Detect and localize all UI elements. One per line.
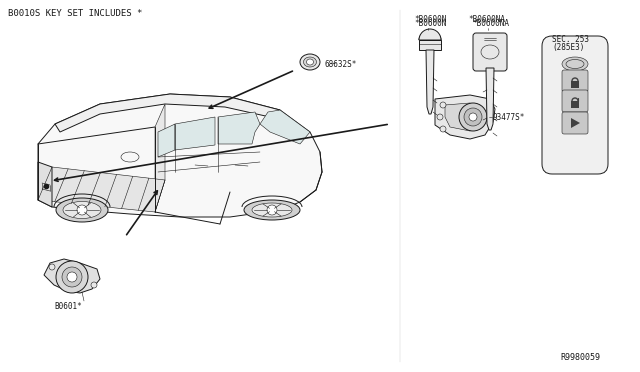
Text: 93477S*: 93477S*: [493, 112, 525, 122]
Polygon shape: [38, 94, 322, 217]
Polygon shape: [486, 68, 494, 130]
Circle shape: [469, 113, 477, 121]
Polygon shape: [260, 110, 310, 144]
Ellipse shape: [56, 198, 108, 222]
Circle shape: [267, 205, 277, 215]
Text: B0010S KEY SET INCLUDES *: B0010S KEY SET INCLUDES *: [8, 9, 142, 18]
FancyBboxPatch shape: [542, 36, 608, 174]
Polygon shape: [426, 50, 434, 114]
Text: (285E3): (285E3): [552, 43, 584, 52]
Bar: [419, 40, 441, 50]
Circle shape: [62, 267, 82, 287]
Text: B0601*: B0601*: [54, 302, 82, 311]
Bar: [571, 101, 579, 108]
Text: *B0600NA: *B0600NA: [468, 15, 505, 24]
Polygon shape: [38, 162, 52, 207]
Ellipse shape: [307, 59, 314, 65]
Polygon shape: [218, 112, 260, 144]
Wedge shape: [419, 29, 441, 40]
Polygon shape: [435, 95, 495, 139]
Circle shape: [56, 261, 88, 293]
Text: *B0600N: *B0600N: [414, 19, 446, 28]
Ellipse shape: [562, 57, 588, 71]
Ellipse shape: [252, 203, 292, 217]
FancyBboxPatch shape: [562, 90, 588, 112]
Polygon shape: [571, 118, 580, 128]
Circle shape: [49, 264, 55, 270]
FancyBboxPatch shape: [562, 112, 588, 134]
Text: 68632S*: 68632S*: [325, 60, 357, 68]
Circle shape: [91, 282, 97, 288]
Circle shape: [67, 272, 77, 282]
Circle shape: [437, 114, 443, 120]
Polygon shape: [155, 104, 165, 212]
Ellipse shape: [244, 200, 300, 220]
Text: *B0600N: *B0600N: [414, 15, 446, 24]
Polygon shape: [38, 167, 165, 212]
Polygon shape: [175, 117, 215, 150]
Polygon shape: [445, 103, 483, 131]
FancyBboxPatch shape: [562, 70, 588, 92]
Ellipse shape: [303, 57, 317, 67]
Circle shape: [464, 108, 482, 126]
Ellipse shape: [300, 54, 320, 70]
Polygon shape: [158, 124, 175, 157]
Circle shape: [440, 126, 446, 132]
Bar: [571, 81, 579, 88]
FancyBboxPatch shape: [473, 33, 507, 71]
Text: *B0600NA: *B0600NA: [472, 19, 509, 28]
Ellipse shape: [63, 202, 101, 218]
Circle shape: [440, 102, 446, 108]
Polygon shape: [44, 259, 100, 293]
Text: SEC. 253: SEC. 253: [552, 35, 589, 44]
Circle shape: [459, 103, 487, 131]
Text: R9980059: R9980059: [560, 353, 600, 362]
Polygon shape: [55, 94, 280, 132]
Circle shape: [77, 205, 87, 215]
